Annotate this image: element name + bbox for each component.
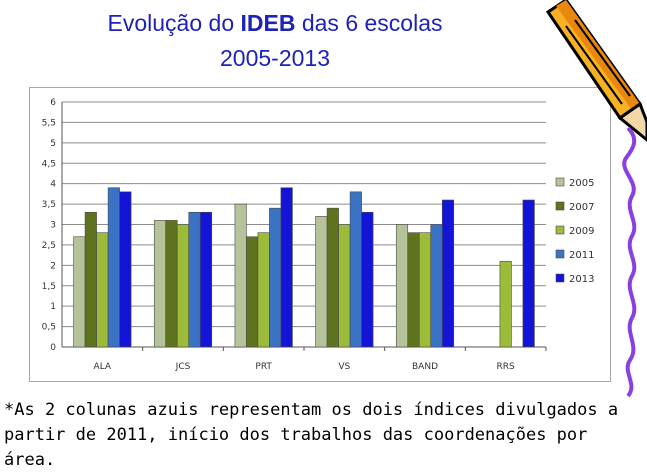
bar	[315, 216, 328, 348]
y-tick-label: 6	[50, 98, 56, 108]
legend-swatch	[555, 225, 565, 235]
x-tick-label: VS	[338, 362, 350, 372]
bar	[338, 224, 351, 348]
bar-chart: 0 0,5 1 1,5 2 2,5 3 3,5 4 4,5 5 5,5 6 ALA JCS PRT VS BAND…	[42, 98, 595, 372]
x-tick-label: ALA	[94, 362, 112, 372]
bar	[522, 199, 535, 348]
y-tick-label: 3,5	[42, 200, 56, 210]
y-tick-label: 0,5	[42, 323, 56, 333]
bar	[395, 224, 409, 348]
bar	[349, 191, 362, 348]
bar	[199, 211, 213, 348]
chart-title-years: 2005-2013	[220, 45, 330, 71]
bar	[441, 199, 455, 348]
x-tick-label: RRS	[497, 362, 516, 372]
title-suffix: das 6 escolas	[295, 10, 443, 36]
legend-swatch	[555, 273, 565, 283]
bar	[119, 191, 132, 348]
y-tick-label: 5,5	[42, 118, 56, 128]
bar	[96, 232, 109, 348]
bar	[361, 211, 374, 348]
legend-label: 2013	[569, 274, 594, 285]
footnote-line2: partir de 2011, início dos trabalhos das…	[4, 425, 598, 470]
bar	[269, 207, 282, 348]
bar	[280, 187, 293, 348]
footnote: *As 2 colunas azuis representam os dois …	[4, 398, 644, 473]
legend-swatch	[555, 201, 565, 211]
y-tick-label: 2,5	[42, 241, 56, 251]
y-tick-label: 0	[50, 343, 56, 353]
bar	[176, 224, 190, 348]
bar	[84, 211, 97, 348]
chart-title-line1: Evolução do IDEB das 6 escolas	[40, 8, 510, 38]
title-prefix: Evolução do	[107, 10, 241, 36]
y-tick-label: 5	[50, 139, 56, 149]
bar	[234, 203, 247, 348]
title-ideb: IDEB	[240, 10, 296, 36]
bar	[188, 211, 201, 348]
x-tick-label: JCS	[175, 362, 191, 372]
y-tick-label: 1	[50, 302, 56, 312]
bar	[257, 232, 270, 348]
bar	[407, 232, 420, 348]
y-tick-label: 4,5	[42, 159, 56, 169]
y-tick-label: 2	[50, 261, 56, 271]
bar	[73, 236, 86, 348]
bar	[165, 220, 178, 348]
legend-swatch	[555, 177, 565, 187]
x-tick-label: BAND	[412, 362, 438, 372]
footnote-line1: *As 2 colunas azuis representam os dois …	[4, 400, 619, 420]
x-tick-label: PRT	[255, 362, 272, 372]
legend-label: 2007	[569, 202, 594, 213]
legend-label: 2005	[569, 178, 594, 189]
bar	[246, 236, 259, 348]
legend-label: 2011	[569, 250, 594, 261]
bar	[418, 232, 432, 348]
bar	[153, 220, 167, 348]
y-tick-label: 1,5	[42, 282, 56, 292]
bar	[326, 207, 339, 348]
y-tick-label: 4	[50, 180, 56, 190]
legend-label: 2009	[569, 226, 594, 237]
bar	[499, 260, 512, 348]
bar	[430, 224, 443, 348]
bar	[107, 187, 120, 348]
legend-swatch	[555, 249, 565, 259]
y-tick-label: 3	[50, 221, 56, 231]
